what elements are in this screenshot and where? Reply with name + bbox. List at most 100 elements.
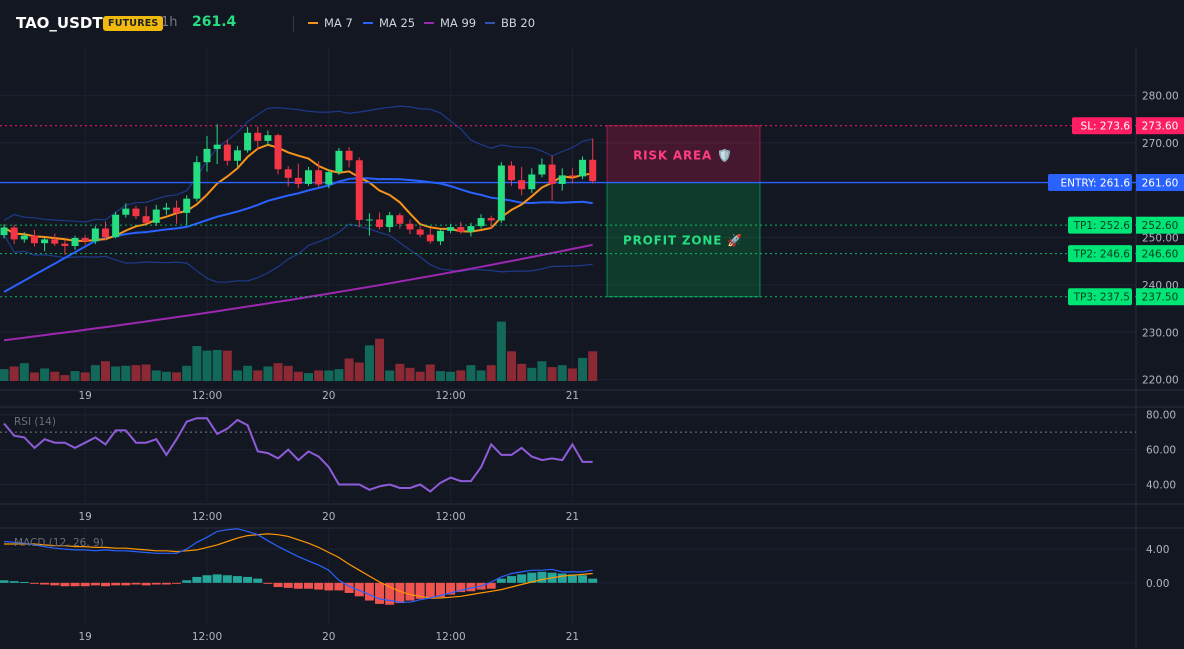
candle-body xyxy=(71,237,79,247)
axes: 280.00270.00250.00240.00230.00220.0080.0… xyxy=(79,90,1179,643)
volume-bar xyxy=(446,371,456,381)
sl-axis-value: 273.60 xyxy=(1142,121,1179,133)
volume-bar xyxy=(263,366,273,381)
volume-bar xyxy=(151,370,161,381)
legend-ma7[interactable]: MA 7 xyxy=(308,16,353,30)
header-divider xyxy=(293,16,294,32)
volume-bar xyxy=(29,372,39,381)
tp2-tag-label xyxy=(1068,245,1132,263)
legend-label: MA 25 xyxy=(379,16,416,30)
volume-bar xyxy=(293,371,303,381)
candle-body xyxy=(0,227,8,236)
macd-histogram-bar xyxy=(141,582,151,586)
macd-histogram-bar xyxy=(9,581,19,583)
risk-area-zone[interactable] xyxy=(606,125,761,184)
candle-body xyxy=(406,223,414,230)
trade-zones: RISK AREA 🛡️ PROFIT ZONE 🚀 xyxy=(606,125,761,298)
macd-histogram-bar xyxy=(131,582,141,585)
bollinger-bands xyxy=(3,105,593,283)
macd-histogram-bar xyxy=(405,582,415,601)
rsi-title: RSI (14) xyxy=(14,416,56,428)
macd-histogram-bar xyxy=(293,582,303,589)
candle-body xyxy=(132,208,140,217)
macd-histogram-bar xyxy=(151,582,161,585)
tp2-axis-value: 246.60 xyxy=(1142,249,1179,261)
legend-ma99[interactable]: MA 99 xyxy=(424,16,476,30)
volume-bar xyxy=(385,370,395,381)
macd-histogram-bar xyxy=(425,582,435,599)
price-tick-label: 230.00 xyxy=(1142,327,1179,339)
candle-body xyxy=(20,235,28,240)
candle-body xyxy=(325,172,333,185)
candle-body xyxy=(173,207,181,213)
sl-tag-text: SL: 273.6 xyxy=(1081,121,1131,133)
candle-body xyxy=(142,216,150,223)
candle-body xyxy=(589,159,597,182)
bb-lower-line xyxy=(3,223,593,283)
legend-swatch xyxy=(308,22,318,24)
volume-bar xyxy=(202,350,212,381)
legend-bb20[interactable]: BB 20 xyxy=(485,16,535,30)
volume-bar xyxy=(567,368,577,381)
profit-zone[interactable] xyxy=(606,182,761,298)
macd-histogram-bar xyxy=(375,582,385,604)
macd-histogram-bar xyxy=(111,582,121,586)
macd-histogram-bar xyxy=(222,575,232,583)
macd-histogram-bar xyxy=(212,574,222,583)
candle-body xyxy=(447,227,455,231)
candlesticks xyxy=(0,124,597,255)
candle-body xyxy=(457,227,465,232)
tp1-tag-label xyxy=(1068,216,1132,234)
volume-bar xyxy=(344,358,354,381)
candle-body xyxy=(30,235,38,244)
macd-histogram-bar xyxy=(314,582,324,590)
volume-bar xyxy=(334,369,344,381)
volume-bar xyxy=(141,364,151,381)
volume-bar xyxy=(527,367,537,381)
candle-body xyxy=(10,227,18,240)
candle-body xyxy=(376,219,384,228)
candle-body xyxy=(244,132,252,151)
candle-body xyxy=(193,162,201,199)
legend-ma25[interactable]: MA 25 xyxy=(363,16,415,30)
tp3-axis-tag xyxy=(1136,288,1184,306)
candle-body xyxy=(355,160,363,220)
candle-body xyxy=(112,214,120,238)
rsi-line xyxy=(3,417,593,493)
entry-tag-text: ENTRY: 261.6 xyxy=(1061,178,1131,190)
tp1-axis-value: 252.60 xyxy=(1142,220,1179,232)
chart-header: TAO_USDT FUTURES 1h 261.4 MA 7 MA 25 MA … xyxy=(0,0,1184,48)
volume-bar xyxy=(40,368,50,381)
macd-histogram-bar xyxy=(537,571,547,583)
macd-signal-line xyxy=(4,533,593,599)
candle-body xyxy=(416,229,424,235)
candle-body xyxy=(274,135,282,170)
candle-body xyxy=(102,228,109,238)
entry-tag-label xyxy=(1048,174,1132,192)
candle-body xyxy=(538,164,546,175)
volume-bar xyxy=(273,363,283,381)
sl-axis-tag xyxy=(1136,117,1184,135)
candle-body xyxy=(568,175,576,177)
macd-histogram-bar xyxy=(90,582,100,586)
volume-bar xyxy=(101,361,110,381)
macd-histogram-bar xyxy=(19,581,29,583)
candle-body xyxy=(315,170,323,185)
volume-bar xyxy=(517,363,527,381)
candle-body xyxy=(335,150,343,173)
rsi-tick-label: 80.00 xyxy=(1146,410,1176,422)
time-tick-label: 12:00 xyxy=(192,390,222,402)
macd-histogram-bar xyxy=(202,575,212,583)
symbol-name[interactable]: TAO_USDT xyxy=(16,14,103,32)
candle-body xyxy=(152,209,160,223)
volume-bar xyxy=(9,366,19,381)
rsi-tick-label: 40.00 xyxy=(1146,480,1176,492)
macd-histogram-bar xyxy=(29,582,39,584)
bb-upper-line xyxy=(3,105,593,223)
time-tick-label: 20 xyxy=(322,511,335,523)
candle-body xyxy=(518,180,526,190)
candle-body xyxy=(436,230,444,242)
candle-body xyxy=(254,132,262,141)
timeframe-button[interactable]: 1h xyxy=(161,15,178,30)
